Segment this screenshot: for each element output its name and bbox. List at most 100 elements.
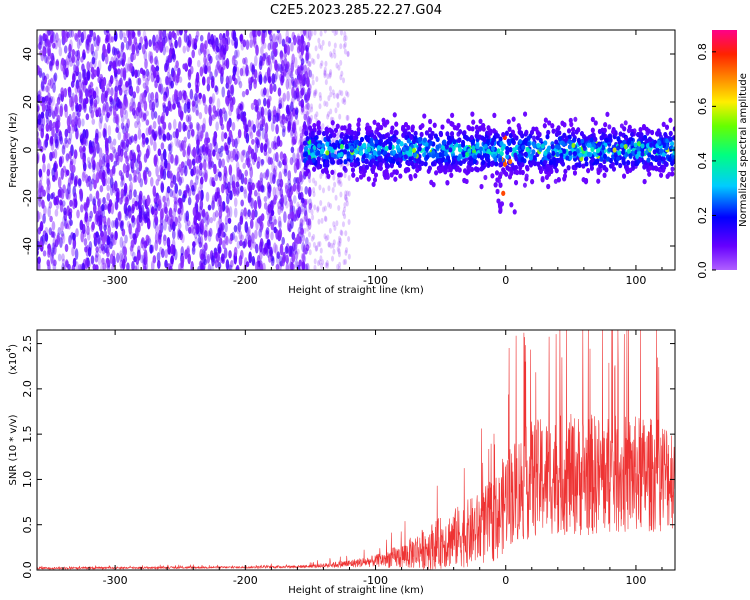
- spectrogram-cell: [344, 35, 348, 42]
- spectrogram-cell: [340, 90, 344, 97]
- spectrogram-cell: [339, 229, 343, 236]
- spectrogram-cell: [159, 246, 163, 255]
- spectrogram-cell: [292, 120, 297, 132]
- spectrogram-cell: [168, 207, 173, 218]
- spectrogram-cell: [198, 241, 203, 249]
- spectrogram-cell: [208, 104, 212, 116]
- spectrogram-cell: [275, 35, 279, 43]
- spectrogram-cell: [167, 54, 172, 63]
- spectrogram-cell: [45, 85, 49, 93]
- spectrogram-cell: [187, 253, 192, 265]
- spectrogram-cell: [195, 84, 199, 94]
- spectrogram-cell: [40, 128, 45, 139]
- spectrogram-cell: [300, 229, 304, 236]
- spectrogram-cell: [308, 30, 312, 41]
- spectrogram-cell: [342, 165, 347, 172]
- spectrogram-cell: [283, 211, 287, 223]
- spectrogram-cell: [203, 258, 207, 266]
- spectrogram-cell: [343, 41, 347, 48]
- spectrogram-cell: [339, 30, 343, 36]
- spectrogram-cell: [229, 150, 234, 159]
- spectrogram-cell: [207, 65, 212, 74]
- spectrogram-cell: [149, 135, 154, 146]
- spectrogram-cell: [192, 41, 197, 49]
- spectrogram-cell: [320, 217, 324, 224]
- spectrogram-cell: [109, 140, 114, 150]
- spectrogram-cell: [227, 137, 232, 146]
- spectrogram-cell: [304, 210, 308, 222]
- spectrogram-cell: [111, 165, 116, 177]
- spectrogram-cell: [245, 261, 250, 268]
- spectrogram-cell: [225, 259, 230, 270]
- chart-title: C2E5.2023.285.22.27.G04: [270, 3, 442, 18]
- spectrogram-cell: [199, 66, 204, 77]
- spectrogram-cell: [71, 54, 75, 64]
- spectrogram-cell: [329, 202, 333, 209]
- spectrogram-cell: [70, 232, 74, 239]
- spectrogram-cell: [296, 233, 300, 245]
- spectrogram-cell: [303, 113, 308, 121]
- spectrogram-cell: [122, 84, 126, 93]
- spectrogram-cell: [124, 96, 128, 108]
- spectrogram-cell: [220, 112, 224, 120]
- spectrogram-cell: [258, 73, 263, 85]
- spectrogram-cell: [51, 242, 56, 254]
- spectrogram-cell: [213, 111, 217, 120]
- spectrogram-cell: [97, 76, 102, 84]
- spectrogram-cell: [263, 75, 267, 84]
- spectrogram-cell: [73, 176, 78, 188]
- spectrogram-cell: [177, 215, 181, 223]
- spectrogram-cell: [247, 226, 251, 238]
- spectrogram-cell: [244, 169, 249, 177]
- spectrogram-cell: [125, 170, 130, 178]
- spectrogram-cell: [43, 205, 47, 216]
- spectrogram-cell: [277, 230, 281, 242]
- spectrogram-cell: [236, 240, 241, 249]
- spectrogram-cell: [93, 36, 98, 48]
- spectrogram-cell: [57, 253, 62, 262]
- spectrogram-cell: [276, 178, 281, 187]
- spectrogram-cell: [332, 239, 336, 246]
- spectrogram-cell: [82, 68, 87, 81]
- spectrogram-cell: [179, 201, 184, 213]
- spectrogram-cell: [105, 257, 110, 265]
- spectrogram-cell: [347, 235, 351, 242]
- spectrogram-cell: [249, 62, 254, 72]
- spectrogram-cell: [339, 59, 343, 66]
- spectrogram-cell: [347, 190, 351, 197]
- spectrogram-cell: [242, 149, 247, 158]
- spectrogram-cell: [180, 259, 184, 269]
- spectrogram-cell: [45, 56, 50, 65]
- spectrogram-cell: [320, 60, 324, 67]
- spectrogram-cell: [96, 34, 100, 47]
- spectrogram-cell: [124, 98, 129, 109]
- spectrogram-cell: [303, 200, 307, 207]
- spectrogram-cell: [206, 137, 211, 144]
- spectrogram-cell: [279, 151, 284, 161]
- spectrogram-cell: [191, 100, 196, 107]
- spectrogram-cell: [45, 109, 49, 120]
- spectrogram-cell: [199, 162, 204, 169]
- spectrogram-cell: [261, 128, 266, 140]
- spectrogram-cell: [240, 234, 244, 241]
- spectrogram-cell: [49, 215, 53, 223]
- spectrogram-cell: [78, 145, 83, 154]
- spectrogram-cell: [53, 259, 57, 267]
- spectrogram-cell: [248, 177, 252, 185]
- spectrogram-cell: [263, 202, 268, 210]
- spectrogram-cell: [232, 30, 237, 42]
- spectrogram-cell: [97, 131, 102, 139]
- spectrogram-cell: [104, 137, 109, 147]
- spectrogram-cell: [283, 51, 288, 59]
- spectrogram-cell: [187, 114, 192, 122]
- spectrogram-cell: [81, 171, 86, 182]
- spectrogram-cell: [111, 220, 115, 229]
- spectrogram-cell: [142, 113, 147, 121]
- spectrogram-cell: [49, 136, 54, 145]
- spectrogram-cell: [101, 235, 106, 246]
- spectrogram-cell: [308, 231, 312, 238]
- spectrogram-cell: [137, 30, 141, 36]
- spectrogram-cell: [285, 254, 289, 264]
- spectrogram-cell: [306, 221, 310, 228]
- spectrogram-cell: [168, 122, 172, 131]
